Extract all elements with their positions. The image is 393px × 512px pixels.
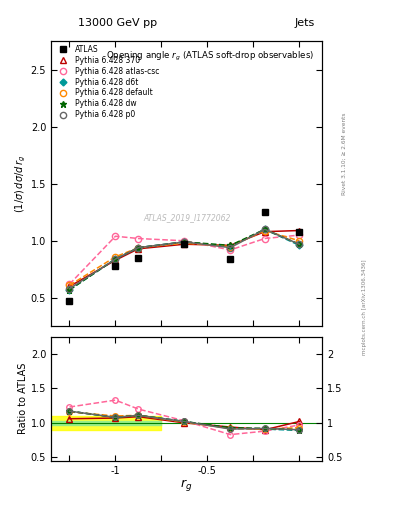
Pythia 6.428 p0 bbox=[182, 239, 187, 245]
Pythia 6.428 370 bbox=[297, 227, 302, 233]
Line: Pythia 6.428 default: Pythia 6.428 default bbox=[66, 227, 302, 288]
Pythia 6.428 d6t bbox=[113, 256, 118, 262]
Legend: ATLAS, Pythia 6.428 370, Pythia 6.428 atlas-csc, Pythia 6.428 d6t, Pythia 6.428 : ATLAS, Pythia 6.428 370, Pythia 6.428 at… bbox=[53, 43, 161, 121]
Pythia 6.428 d6t bbox=[228, 243, 233, 249]
Pythia 6.428 d6t bbox=[297, 242, 302, 248]
Pythia 6.428 atlas-csc bbox=[263, 236, 267, 242]
Pythia 6.428 370 bbox=[182, 241, 187, 247]
Pythia 6.428 d6t bbox=[136, 245, 141, 251]
Line: Pythia 6.428 370: Pythia 6.428 370 bbox=[66, 227, 302, 290]
Pythia 6.428 d6t bbox=[263, 226, 267, 232]
Text: 13000 GeV pp: 13000 GeV pp bbox=[78, 18, 158, 28]
Text: ATLAS_2019_I1772062: ATLAS_2019_I1772062 bbox=[143, 214, 230, 222]
Pythia 6.428 atlas-csc bbox=[67, 281, 72, 287]
Pythia 6.428 370 bbox=[263, 228, 267, 234]
ATLAS bbox=[67, 298, 72, 305]
Pythia 6.428 dw bbox=[228, 242, 233, 248]
Line: ATLAS: ATLAS bbox=[66, 209, 302, 305]
Pythia 6.428 atlas-csc bbox=[113, 233, 118, 239]
Pythia 6.428 dw bbox=[297, 241, 302, 247]
Pythia 6.428 d6t bbox=[67, 287, 72, 293]
Pythia 6.428 p0 bbox=[263, 226, 267, 232]
ATLAS bbox=[297, 228, 302, 234]
Text: Rivet 3.1.10; ≥ 2.6M events: Rivet 3.1.10; ≥ 2.6M events bbox=[342, 112, 347, 195]
Text: Jets: Jets bbox=[294, 18, 314, 28]
Line: Pythia 6.428 p0: Pythia 6.428 p0 bbox=[66, 226, 302, 292]
Pythia 6.428 default bbox=[67, 282, 72, 288]
Pythia 6.428 dw bbox=[67, 287, 72, 293]
Pythia 6.428 atlas-csc bbox=[228, 247, 233, 253]
Pythia 6.428 p0 bbox=[228, 245, 233, 251]
Pythia 6.428 default bbox=[297, 238, 302, 244]
Line: Pythia 6.428 d6t: Pythia 6.428 d6t bbox=[67, 227, 302, 292]
Text: mcplots.cern.ch [arXiv:1306.3436]: mcplots.cern.ch [arXiv:1306.3436] bbox=[362, 260, 367, 355]
ATLAS bbox=[228, 256, 233, 262]
Line: Pythia 6.428 atlas-csc: Pythia 6.428 atlas-csc bbox=[66, 232, 302, 287]
Pythia 6.428 dw bbox=[263, 226, 267, 232]
Pythia 6.428 370 bbox=[113, 257, 118, 263]
Pythia 6.428 d6t bbox=[182, 239, 187, 245]
Pythia 6.428 default bbox=[113, 254, 118, 260]
Pythia 6.428 p0 bbox=[113, 256, 118, 262]
X-axis label: $r_g$: $r_g$ bbox=[180, 477, 193, 493]
ATLAS bbox=[182, 241, 187, 247]
Pythia 6.428 370 bbox=[136, 246, 141, 252]
Pythia 6.428 default bbox=[228, 243, 233, 249]
Pythia 6.428 370 bbox=[67, 284, 72, 290]
Pythia 6.428 p0 bbox=[297, 241, 302, 247]
Y-axis label: Ratio to ATLAS: Ratio to ATLAS bbox=[18, 363, 28, 434]
Line: Pythia 6.428 dw: Pythia 6.428 dw bbox=[66, 226, 303, 293]
Pythia 6.428 atlas-csc bbox=[136, 236, 141, 242]
ATLAS bbox=[136, 255, 141, 261]
ATLAS bbox=[263, 209, 267, 216]
Pythia 6.428 atlas-csc bbox=[182, 238, 187, 244]
ATLAS bbox=[113, 263, 118, 269]
Pythia 6.428 atlas-csc bbox=[297, 232, 302, 238]
Text: Opening angle $r_g$ (ATLAS soft-drop observables): Opening angle $r_g$ (ATLAS soft-drop obs… bbox=[106, 50, 314, 62]
Pythia 6.428 p0 bbox=[136, 245, 141, 251]
Y-axis label: $(1/\sigma)\,d\sigma/d\,r_g$: $(1/\sigma)\,d\sigma/d\,r_g$ bbox=[13, 155, 28, 213]
Pythia 6.428 dw bbox=[182, 239, 187, 245]
Pythia 6.428 dw bbox=[136, 245, 141, 251]
Pythia 6.428 370 bbox=[228, 242, 233, 248]
Pythia 6.428 default bbox=[263, 227, 267, 233]
Pythia 6.428 dw bbox=[113, 256, 118, 262]
Pythia 6.428 default bbox=[136, 245, 141, 251]
Pythia 6.428 default bbox=[182, 240, 187, 246]
Pythia 6.428 p0 bbox=[67, 286, 72, 292]
